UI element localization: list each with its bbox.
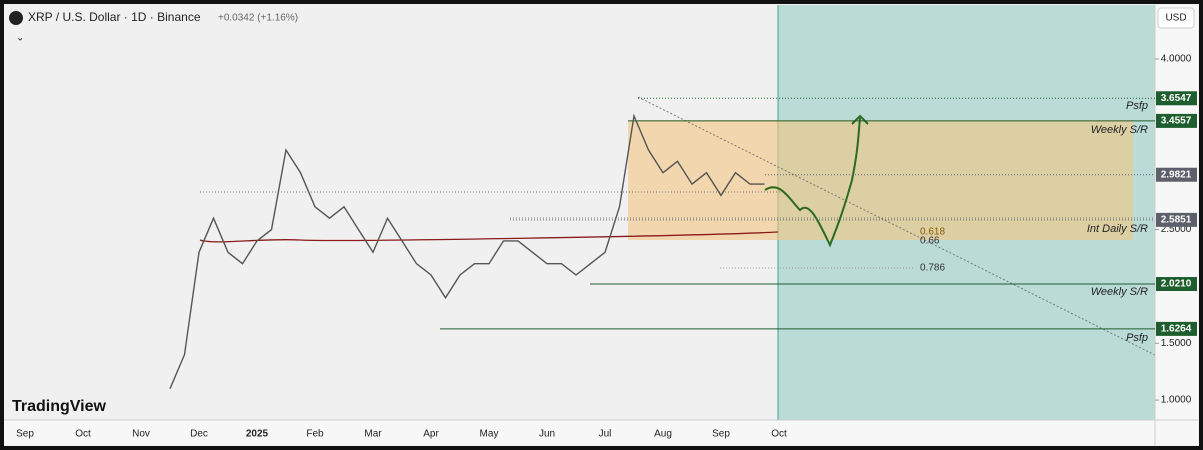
price-label-box bbox=[1156, 277, 1197, 292]
price-label: 3.4557 bbox=[1161, 116, 1192, 127]
symbol-title[interactable]: XRP / U.S. Dollar · 1D · Binance bbox=[28, 10, 201, 24]
y-tick-label: 4.0000 bbox=[1161, 54, 1192, 65]
annotation: Psfp bbox=[1126, 332, 1148, 344]
price-label: 3.6547 bbox=[1161, 93, 1192, 104]
fib-label: 0.66 bbox=[920, 236, 940, 247]
x-tick-label: Oct bbox=[75, 429, 91, 440]
x-tick-label: Oct bbox=[771, 429, 787, 440]
x-tick-label: Nov bbox=[132, 429, 150, 440]
price-line bbox=[169, 113, 765, 389]
x-tick-label: Dec bbox=[190, 429, 208, 440]
x-tick-label: Jun bbox=[539, 429, 555, 440]
collapse-toggle[interactable]: ⌄ bbox=[16, 33, 24, 44]
price-label-box bbox=[1156, 212, 1197, 227]
x-tick-label: Apr bbox=[423, 429, 439, 440]
y-tick-label: 2.5000 bbox=[1161, 224, 1192, 235]
trendline bbox=[637, 96, 1156, 356]
annotation: Weekly S/R bbox=[1091, 124, 1148, 136]
symbol-icon bbox=[9, 11, 23, 25]
price-label-box bbox=[1156, 321, 1197, 336]
projection-path bbox=[764, 117, 861, 248]
price-label-box bbox=[1156, 91, 1197, 106]
x-tick-label: Feb bbox=[306, 429, 324, 440]
price-label: 2.0210 bbox=[1161, 279, 1192, 290]
annotation: Psfp bbox=[1126, 100, 1148, 112]
annotation: Weekly S/R bbox=[1091, 286, 1148, 298]
price-label-box bbox=[1156, 167, 1197, 182]
y-tick-label: 1.0000 bbox=[1161, 395, 1192, 406]
brand: TradingView bbox=[12, 398, 107, 415]
y-tick-label: 1.5000 bbox=[1161, 338, 1192, 349]
x-tick-label: Aug bbox=[654, 429, 672, 440]
fib-label: 0.786 bbox=[920, 263, 945, 274]
price-change: +0.0342 (+1.16%) bbox=[218, 13, 298, 24]
price-label: 1.6264 bbox=[1161, 324, 1192, 335]
range-box bbox=[628, 120, 1133, 240]
x-tick-label: Mar bbox=[364, 429, 382, 440]
x-tick-label: Sep bbox=[712, 429, 730, 440]
price-label: 2.5851 bbox=[1161, 215, 1192, 226]
currency-box[interactable] bbox=[1157, 7, 1195, 29]
x-tick-label: Sep bbox=[16, 429, 34, 440]
x-tick-label: 2025 bbox=[246, 429, 269, 440]
time-axis bbox=[4, 420, 1155, 445]
price-label: 2.9821 bbox=[1161, 169, 1192, 180]
x-tick-label: Jul bbox=[599, 429, 612, 440]
x-tick-label: May bbox=[480, 429, 499, 440]
moving-average bbox=[199, 231, 779, 243]
currency: USD bbox=[1165, 13, 1186, 24]
fib-label: 0.618 bbox=[920, 227, 945, 238]
annotation: Int Daily S/R bbox=[1087, 223, 1148, 235]
price-label-box bbox=[1156, 113, 1197, 128]
